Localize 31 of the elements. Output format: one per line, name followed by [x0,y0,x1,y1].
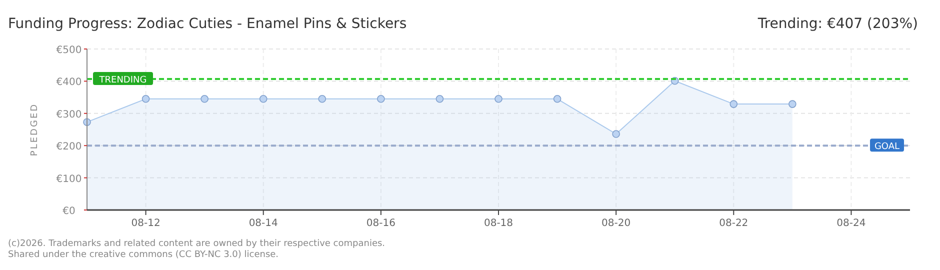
ref-line-label: GOAL [874,142,900,152]
point [553,95,562,103]
point [259,95,268,103]
ref-line-label: TRENDING [98,75,147,86]
text: (c)2026. Trademarks and related content are owned by their respective companies. [8,239,386,249]
point [494,95,502,103]
y-tick-label: €200 [56,142,82,153]
point [788,100,796,108]
point [142,95,150,103]
point [436,95,444,103]
y-tick-label: €100 [56,174,82,185]
x-tick-label: 08-14 [248,218,278,229]
x-tick-label: 08-16 [366,218,396,229]
x-tick-label: 08-18 [484,218,514,229]
x-tick-label: 08-24 [836,218,866,229]
y-tick-label: €500 [56,45,82,56]
x-tick-label: 08-20 [602,218,631,229]
x-tick-label: 08-22 [719,218,748,229]
y-axis-title: PLEDGED [30,102,40,156]
point [318,95,326,103]
chart-subtitle: Trending: €407 (203%) [756,16,918,32]
point [612,130,620,138]
x-tick-label: 08-12 [131,218,160,229]
text: Shared under the creative commons (CC BY-NC 3.0) license. [8,250,279,260]
point [200,95,208,103]
point [377,95,385,103]
y-tick-label: €400 [56,77,82,88]
y-tick-label: €300 [56,109,82,120]
chart-title: Funding Progress: Zodiac Cuties - Enamel Pins & Stickers [8,16,407,32]
y-tick-label: €0 [62,206,76,217]
point [730,100,738,108]
